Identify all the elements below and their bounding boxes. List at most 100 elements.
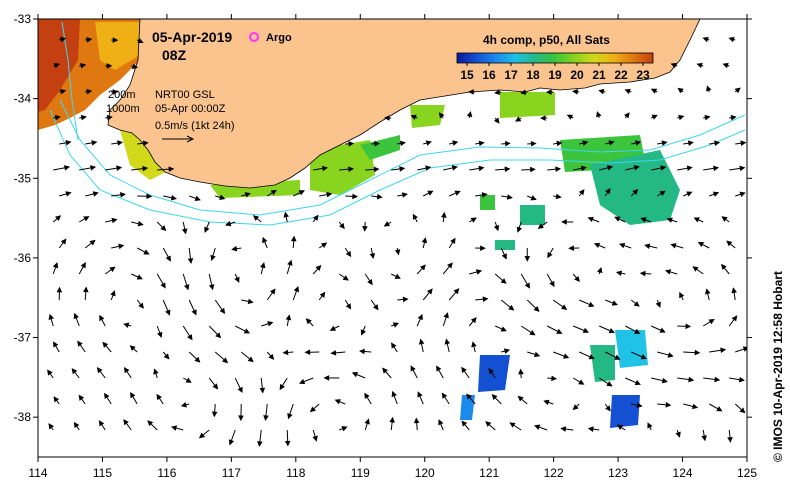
current-vector-head: [269, 288, 276, 295]
current-vector-head: [389, 416, 395, 423]
current-vector-head: [284, 440, 291, 447]
colorbar-tick-label: 15: [460, 68, 474, 82]
y-tick-label: -38: [14, 410, 32, 424]
current-vector-head: [131, 63, 139, 70]
current-vector-head: [547, 251, 553, 259]
current-vector-head: [305, 318, 312, 325]
current-vector-head: [608, 140, 615, 146]
current-vector-head: [219, 307, 226, 314]
current-vector-head: [410, 365, 416, 372]
current-vector-head: [639, 270, 646, 277]
current-vector-head: [238, 415, 244, 422]
current-vector-head: [187, 334, 193, 341]
sst-patch-coast-4: [360, 135, 400, 160]
current-vector-head: [537, 223, 544, 229]
colorbar-tick-label: 19: [548, 68, 562, 82]
current-vector-head: [481, 192, 488, 198]
current-vector-head: [320, 242, 328, 248]
current-vector-head: [508, 304, 515, 311]
current-vector-head: [543, 399, 550, 406]
current-vector-head: [665, 401, 672, 408]
y-tick-label: -34: [14, 92, 32, 106]
current-vector-head: [80, 114, 87, 121]
current-vector-head: [185, 377, 192, 383]
current-vector-head: [534, 424, 541, 430]
current-vector-head: [614, 216, 621, 222]
sst-patch-south-blue-1: [478, 355, 510, 392]
current-vector-head: [572, 89, 578, 95]
current-vector-head: [578, 379, 585, 385]
current-vector-head: [708, 318, 715, 325]
current-vector-head: [634, 379, 641, 386]
current-vector-head: [180, 402, 187, 408]
current-vector-head: [60, 88, 67, 95]
y-tick-label: -37: [14, 331, 32, 345]
current-vector-head: [102, 341, 109, 348]
current-vectors: [47, 36, 747, 448]
current-vector-head: [702, 36, 709, 43]
x-tick-label: 122: [544, 466, 564, 480]
current-vector-head: [418, 338, 425, 345]
current-vector-head: [228, 439, 235, 446]
current-vector-head: [516, 226, 523, 233]
current-vector-head: [606, 381, 613, 387]
current-vector-head: [470, 217, 477, 223]
current-vector-head: [618, 242, 626, 249]
current-vector-head: [351, 371, 359, 378]
current-vector-head: [475, 269, 483, 275]
current-vector-head: [441, 211, 447, 218]
current-vector-head: [222, 357, 229, 364]
current-vector-head: [580, 165, 587, 172]
current-vector-head: [86, 88, 93, 95]
current-vector-head: [352, 193, 358, 200]
current-vector-head: [243, 328, 251, 334]
colorbar-tick-label: 20: [570, 68, 584, 82]
current-vector-head: [650, 88, 658, 94]
current-vector-head: [237, 386, 243, 394]
current-vector-head: [533, 351, 541, 358]
current-vector-head: [73, 312, 79, 320]
current-vector-head: [348, 166, 355, 172]
current-vector-head: [137, 38, 144, 44]
current-vector-head: [444, 338, 451, 345]
current-vector-head: [454, 190, 461, 196]
x-tick-label: 118: [286, 466, 305, 480]
current-vector-head: [688, 376, 695, 383]
current-vector-head: [392, 322, 400, 328]
current-vector-head: [696, 62, 703, 69]
current-vector-head: [722, 62, 729, 69]
current-vector-head: [130, 391, 136, 399]
current-vector-head: [219, 194, 226, 201]
current-vector-head: [500, 278, 507, 284]
current-vector-head: [425, 165, 432, 171]
current-vector-head: [262, 236, 268, 244]
current-vector-head: [606, 165, 614, 171]
current-vector-head: [170, 194, 177, 201]
map-date: 05-Apr-2019: [152, 29, 232, 45]
current-vector-head: [323, 375, 330, 381]
current-vector-head: [694, 349, 701, 356]
current-vector-head: [413, 417, 420, 424]
current-vector-head: [530, 166, 536, 173]
x-tick-label: 119: [351, 466, 370, 480]
current-vector-head: [515, 116, 522, 122]
current-vector-head: [247, 356, 254, 363]
current-vector-head: [82, 286, 89, 293]
current-vector-head: [412, 213, 418, 220]
current-vector-head: [367, 278, 373, 286]
current-vector-head: [667, 352, 674, 358]
current-vector-head: [364, 392, 370, 399]
current-vector-head: [252, 215, 260, 221]
current-vector-head: [572, 404, 579, 411]
current-vector-head: [89, 239, 96, 246]
current-vector-head: [287, 259, 293, 266]
current-vector-head: [482, 296, 489, 302]
current-vector-head: [633, 301, 640, 307]
current-vector-head: [587, 216, 594, 223]
plot-frame: [37, 18, 748, 458]
current-vector-head: [704, 114, 711, 121]
current-vector-head: [727, 436, 733, 443]
current-vector-head: [112, 37, 119, 43]
current-vector-head: [383, 221, 391, 227]
current-vector-head: [720, 347, 727, 354]
